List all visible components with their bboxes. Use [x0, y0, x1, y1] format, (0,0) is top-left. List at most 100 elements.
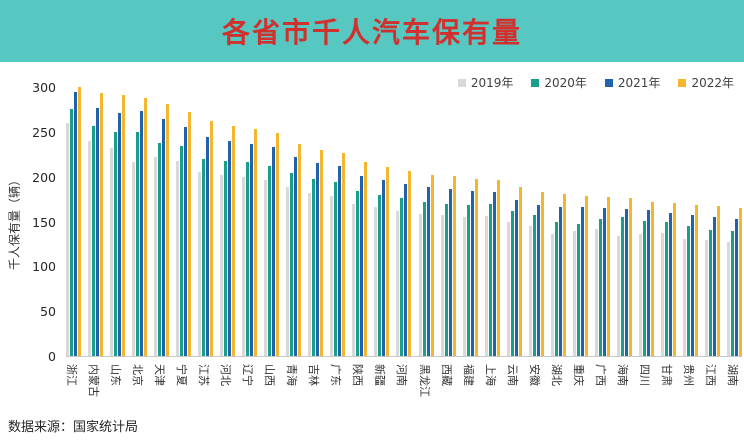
y-tick-label: 100	[32, 259, 56, 275]
x-tick-label: 河南	[395, 364, 409, 386]
x-tick: 辽宁	[241, 361, 257, 410]
bar	[536, 204, 540, 356]
bar	[672, 202, 676, 356]
bar	[110, 148, 114, 356]
bar	[704, 240, 708, 356]
bar-group	[418, 88, 434, 356]
x-tick: 江西	[704, 361, 720, 410]
x-tick: 上海	[484, 361, 500, 410]
source-text: 数据来源：国家统计局	[8, 420, 139, 435]
bar	[312, 178, 316, 356]
bar	[726, 242, 730, 356]
x-tick: 四川	[638, 361, 654, 410]
bar-group	[352, 88, 368, 356]
bar	[122, 95, 126, 356]
bar	[224, 160, 228, 356]
bar-group	[594, 88, 610, 356]
bar	[584, 196, 588, 356]
x-tick-label: 重庆	[571, 364, 585, 386]
bar	[386, 166, 390, 356]
bar	[184, 127, 188, 356]
x-tick: 宁夏	[175, 361, 191, 410]
bar	[646, 209, 650, 356]
x-tick: 湖北	[550, 361, 566, 410]
bar-group	[440, 88, 456, 356]
x-tick-label: 江苏	[197, 364, 211, 386]
bar	[708, 229, 712, 356]
bar	[404, 183, 408, 356]
x-tick-label: 新疆	[373, 364, 387, 386]
x-tick-label: 辽宁	[241, 364, 255, 386]
bar	[638, 234, 642, 356]
bar	[606, 197, 610, 356]
y-tick-label: 0	[48, 349, 56, 364]
x-tick-label: 海南	[615, 364, 629, 386]
bar	[202, 158, 206, 356]
source-note: 数据来源：国家统计局	[0, 410, 744, 441]
bar	[580, 207, 584, 356]
bar	[70, 108, 73, 356]
legend-label: 2019年	[470, 76, 514, 90]
bar	[620, 217, 624, 356]
x-tick: 广西	[594, 361, 610, 410]
x-tick-label: 福建	[461, 364, 475, 386]
bar	[210, 121, 214, 356]
bar	[356, 191, 360, 356]
bar	[400, 198, 404, 356]
bar	[320, 149, 324, 356]
bar	[308, 192, 312, 356]
bar	[144, 97, 148, 356]
bar-group	[308, 88, 324, 356]
x-tick-label: 浙江	[65, 364, 78, 386]
bar-group	[396, 88, 412, 356]
bar	[114, 131, 118, 356]
bar-group	[726, 88, 742, 356]
bar	[132, 162, 136, 356]
y-tick-label: 150	[32, 214, 56, 230]
x-tick: 陕西	[351, 361, 367, 410]
bar	[188, 112, 192, 356]
bar	[162, 119, 166, 356]
bar	[294, 156, 298, 356]
bar	[660, 233, 664, 356]
bar	[136, 131, 140, 356]
bar	[228, 140, 232, 356]
bar	[334, 182, 338, 356]
bar	[668, 212, 672, 356]
x-tick: 山东	[109, 361, 125, 410]
bar	[268, 165, 272, 356]
x-tick-label: 山西	[263, 364, 277, 386]
bar-group	[682, 88, 698, 356]
bar	[506, 221, 510, 356]
bar	[382, 180, 386, 356]
bar	[250, 144, 254, 356]
x-tick-label: 宁夏	[175, 364, 189, 386]
bar	[452, 175, 456, 356]
bar	[96, 107, 100, 356]
x-tick: 江苏	[197, 361, 213, 410]
page-title: 各省市千人汽车保有量	[221, 16, 522, 49]
x-tick-label: 天津	[153, 364, 167, 386]
bar	[422, 201, 426, 356]
bar	[330, 196, 334, 356]
bar-group	[462, 88, 478, 356]
bar	[664, 221, 668, 356]
bar	[690, 215, 694, 356]
bar-group	[374, 88, 390, 356]
bar	[254, 129, 258, 356]
bar-group	[286, 88, 302, 356]
x-tick: 新疆	[373, 361, 389, 410]
x-tick: 贵州	[681, 361, 698, 410]
bar	[572, 231, 576, 356]
x-tick-label: 云南	[505, 364, 519, 386]
bar	[594, 228, 598, 356]
x-tick: 吉林	[307, 361, 323, 410]
bar-group	[550, 88, 566, 356]
x-tick-label: 贵州	[681, 364, 695, 386]
bar	[342, 152, 346, 356]
bar	[100, 93, 104, 356]
bar	[158, 142, 162, 356]
bar	[286, 187, 290, 356]
bar	[642, 220, 646, 356]
x-tick-label: 广东	[329, 364, 343, 386]
